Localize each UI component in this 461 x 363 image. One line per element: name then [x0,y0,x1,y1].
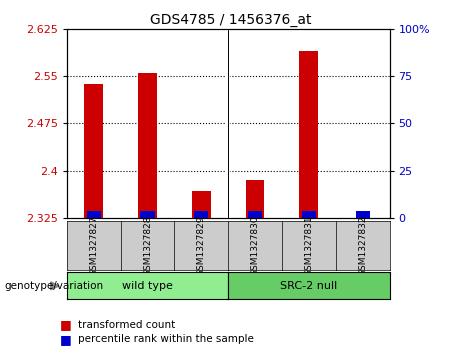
Bar [141,211,154,218]
Text: GDS4785 / 1456376_at: GDS4785 / 1456376_at [150,13,311,27]
Text: GSM1327831: GSM1327831 [304,216,313,276]
Bar [87,211,101,218]
Text: wild type: wild type [122,281,173,291]
Text: ■: ■ [60,333,71,346]
Text: transformed count: transformed count [78,320,176,330]
Text: percentile rank within the sample: percentile rank within the sample [78,334,254,344]
Bar [192,191,211,218]
Bar [84,84,103,218]
Text: genotype/variation: genotype/variation [5,281,104,291]
Bar [248,211,262,218]
Bar [194,211,208,218]
Text: ■: ■ [60,318,71,331]
Text: SRC-2 null: SRC-2 null [280,281,337,291]
Bar [246,180,265,218]
Bar [302,211,316,218]
Bar [138,73,157,218]
Text: GSM1327832: GSM1327832 [358,216,367,276]
Text: GSM1327828: GSM1327828 [143,216,152,276]
Bar [300,51,318,218]
Text: GSM1327829: GSM1327829 [197,216,206,276]
Bar [355,211,370,218]
Text: GSM1327827: GSM1327827 [89,216,98,276]
Text: GSM1327830: GSM1327830 [251,216,260,276]
